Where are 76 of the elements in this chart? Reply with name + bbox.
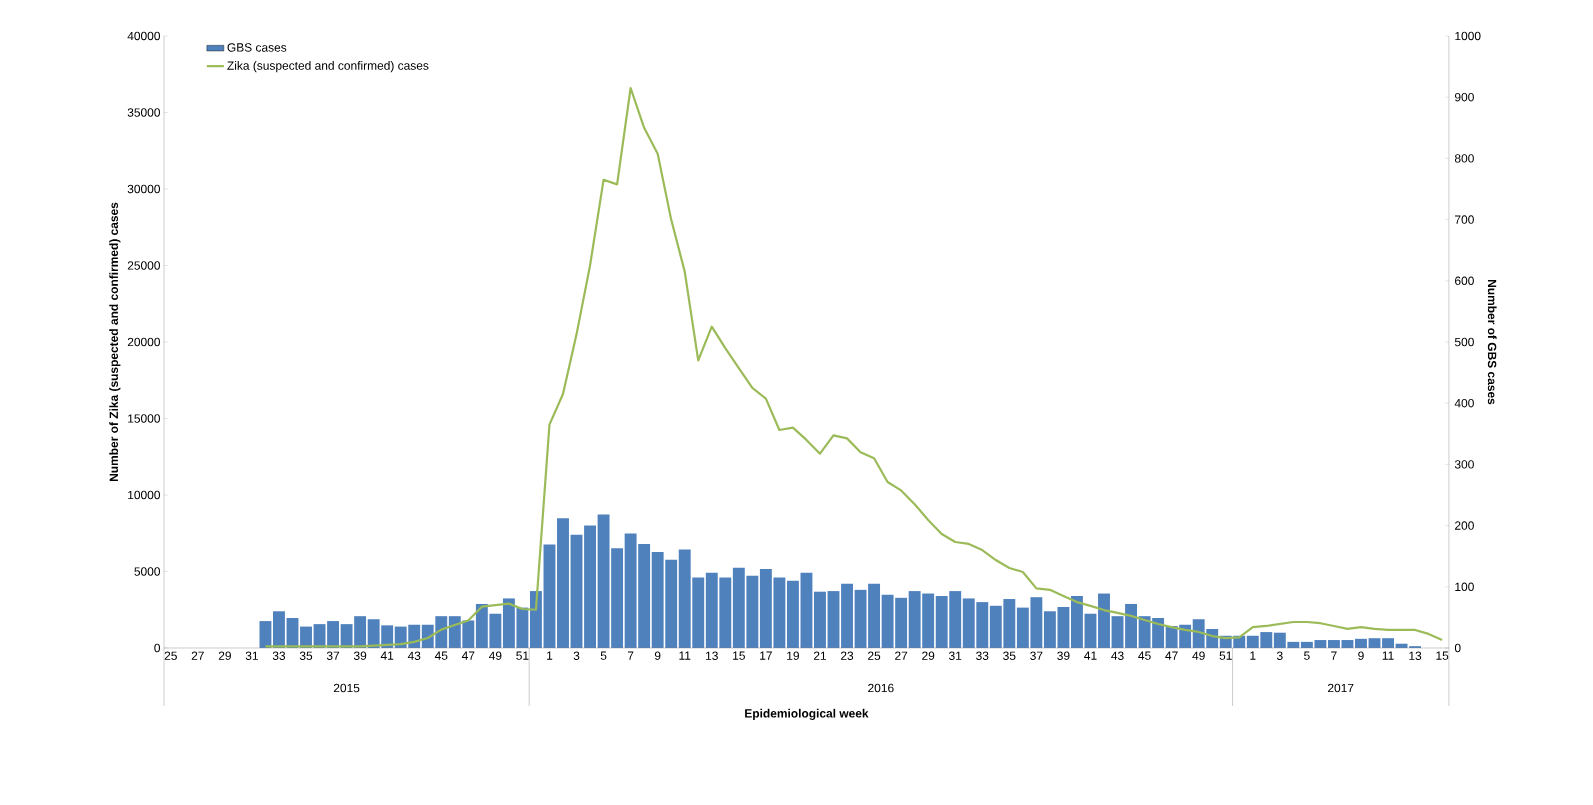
y2-tick-label: 500 xyxy=(1454,337,1474,347)
x-tick-label: 25 xyxy=(868,651,881,660)
y2-tick-label: 0 xyxy=(1454,643,1461,653)
x-tick-label: 13 xyxy=(706,651,718,660)
y-tick-label: 30000 xyxy=(127,184,161,194)
x-tick-label: 5 xyxy=(1304,651,1310,660)
text: 2017 xyxy=(1327,683,1354,693)
y-tick-label: 0 xyxy=(154,643,161,653)
x-tick-label: 29 xyxy=(922,651,935,660)
x-tick-label: 5 xyxy=(600,651,607,660)
text: 2016 xyxy=(868,683,894,693)
x-tick-label: 37 xyxy=(1030,651,1043,660)
x-tick-label: 33 xyxy=(976,651,989,660)
x-tick-label: 23 xyxy=(840,651,854,660)
x-tick-label: 9 xyxy=(1358,651,1364,660)
y2-axis-title: Number of GBS cases xyxy=(1487,280,1497,405)
x-tick-label: 1 xyxy=(1250,651,1256,660)
x-tick-label: 47 xyxy=(461,651,475,660)
y-axis-title: Number of Zika (suspected and confirmed) cases xyxy=(109,202,121,482)
x-tick-label: 43 xyxy=(407,651,421,660)
x-tick-label: 41 xyxy=(1084,651,1097,660)
legend-label: Zika (suspected and confirmed) cases xyxy=(227,61,429,73)
x-tick-label: 37 xyxy=(326,651,340,660)
x-tick-label: 3 xyxy=(1276,651,1283,660)
x-tick-label: 47 xyxy=(1165,651,1178,660)
x-tick-label: 17 xyxy=(760,651,772,660)
y-tick-label: 10000 xyxy=(128,490,161,500)
x-tick-label: 43 xyxy=(1111,651,1124,660)
legend-label: GBS cases xyxy=(227,43,287,52)
y-tick-label: 20000 xyxy=(127,337,161,347)
x-tick-label: 31 xyxy=(245,651,258,660)
y-tick-label: 40000 xyxy=(127,31,161,41)
x-tick-label: 51 xyxy=(1219,651,1232,660)
x-tick-label: 45 xyxy=(1138,651,1151,660)
x-tick-label: 11 xyxy=(1382,651,1394,660)
y2-tick-label: 800 xyxy=(1454,154,1474,163)
y2-tick-label: 300 xyxy=(1454,460,1474,469)
x-tick-label: 1 xyxy=(547,651,553,660)
y-tick-label: 15000 xyxy=(128,414,161,423)
x-tick-label: 19 xyxy=(787,651,799,660)
x-tick-label: 33 xyxy=(272,651,286,660)
text: 2015 xyxy=(333,683,360,693)
y2-tick-label: 600 xyxy=(1455,276,1474,286)
x-tick-label: 49 xyxy=(489,651,502,660)
x-tick-label: 3 xyxy=(573,651,580,660)
y-tick-label: 35000 xyxy=(127,108,161,117)
x-tick-label: 7 xyxy=(1331,651,1337,660)
x-tick-label: 41 xyxy=(380,651,394,660)
y-tick-label: 5000 xyxy=(134,567,161,576)
y2-tick-label: 700 xyxy=(1455,215,1474,224)
x-tick-label: 9 xyxy=(654,651,661,660)
x-tick-label: 11 xyxy=(679,651,691,660)
x-tick-label: 7 xyxy=(627,651,634,660)
x-tick-label: 15 xyxy=(733,651,745,660)
x-tick-label: 31 xyxy=(949,651,962,660)
y2-tick-label: 900 xyxy=(1454,92,1474,102)
y-tick-label: 25000 xyxy=(127,261,161,270)
x-tick-label: 35 xyxy=(299,651,313,660)
x-tick-label: 15 xyxy=(1436,651,1449,660)
x-tick-label: 35 xyxy=(1003,651,1016,660)
x-axis-title: Epidemiological week xyxy=(745,708,869,721)
y2-tick-label: 100 xyxy=(1455,582,1474,592)
x-tick-label: 51 xyxy=(516,651,529,660)
x-tick-label: 27 xyxy=(191,651,204,660)
x-tick-label: 21 xyxy=(813,651,827,660)
y2-tick-label: 400 xyxy=(1454,398,1474,408)
x-tick-label: 49 xyxy=(1192,651,1205,660)
x-tick-label: 25 xyxy=(164,651,177,660)
x-tick-label: 13 xyxy=(1409,651,1422,660)
y2-tick-label: 200 xyxy=(1455,521,1474,530)
x-tick-label: 29 xyxy=(218,651,231,660)
x-tick-label: 39 xyxy=(1057,651,1070,660)
y2-tick-label: 1000 xyxy=(1455,31,1481,41)
x-tick-label: 27 xyxy=(895,651,908,660)
x-tick-label: 39 xyxy=(353,651,367,660)
x-tick-label: 45 xyxy=(434,651,448,660)
